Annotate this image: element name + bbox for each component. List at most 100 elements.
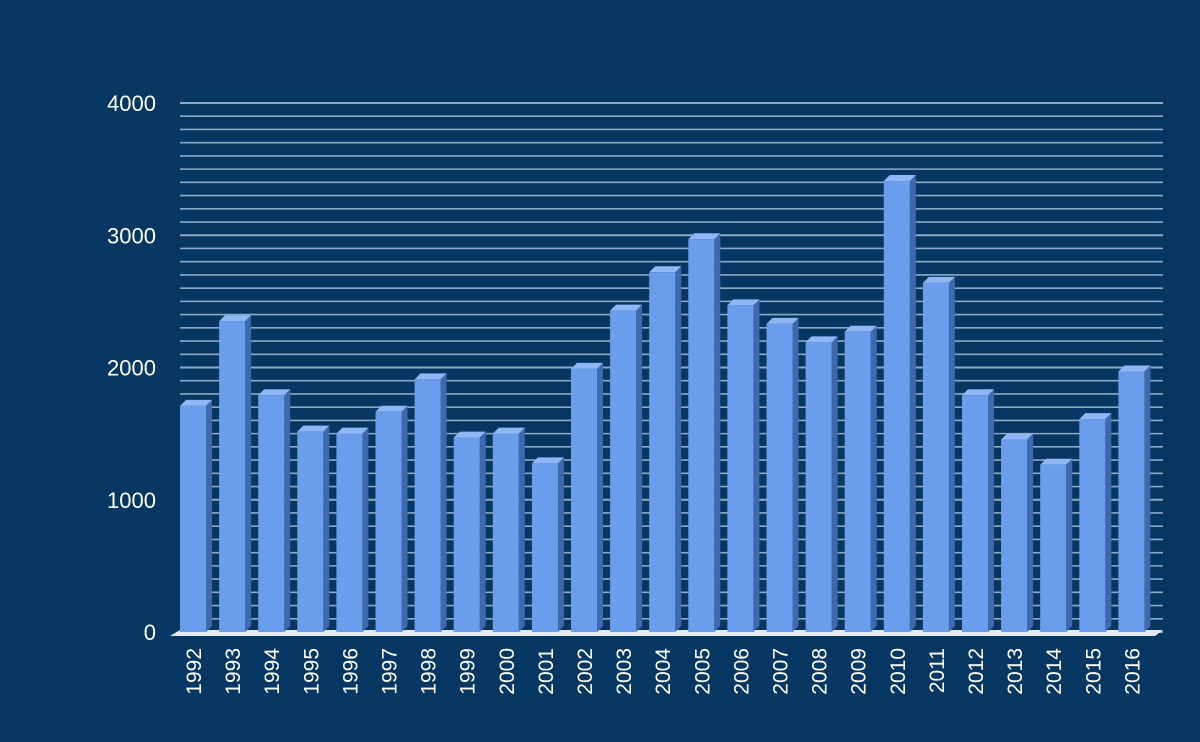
x-category-label: 2001 (535, 648, 558, 695)
bar (649, 266, 682, 632)
bar-front (649, 272, 676, 632)
bar (883, 175, 916, 632)
bar-front (844, 331, 871, 632)
bar-side (479, 431, 486, 632)
x-category-label: 2013 (1004, 648, 1027, 695)
bar-front (766, 323, 793, 632)
bar-side (675, 266, 682, 632)
x-category-label: 2008 (809, 648, 832, 695)
x-category-label: 2003 (613, 648, 636, 695)
bar-side (1027, 433, 1034, 632)
bar-top (922, 276, 955, 283)
bar-top (766, 317, 799, 324)
bar-top (1118, 365, 1151, 372)
x-category-label: 2010 (887, 648, 910, 695)
bar-side (909, 175, 916, 632)
bar-top (219, 315, 252, 322)
bar-top (571, 362, 603, 369)
x-category-label: 2006 (730, 648, 753, 695)
bar-side (988, 389, 994, 632)
bar (1001, 433, 1034, 632)
x-category-label: 2016 (1121, 648, 1144, 695)
bar (375, 405, 408, 632)
x-category-label: 1994 (261, 648, 284, 695)
bar-side (401, 405, 408, 632)
x-category-label: 1997 (379, 648, 402, 695)
bar-side (323, 425, 330, 632)
x-category-label: 2009 (848, 648, 871, 695)
bar-front (453, 437, 480, 632)
x-category-label: 2005 (691, 648, 714, 695)
bar (414, 373, 447, 632)
bar-front (414, 379, 441, 632)
bar-front (336, 433, 363, 632)
bar (962, 389, 994, 632)
x-category-label: 2002 (574, 648, 597, 695)
x-category-label: 2011 (926, 648, 949, 693)
bar-side (1105, 413, 1112, 632)
bar-front (1001, 439, 1028, 632)
bar (219, 315, 252, 632)
bars (180, 175, 1151, 632)
bar-side (792, 317, 799, 632)
bar-top (297, 425, 330, 432)
bar-top (883, 175, 916, 182)
bar (688, 233, 721, 632)
bar-top (688, 233, 721, 240)
bar-top (258, 389, 291, 396)
bar-front (571, 368, 597, 632)
bar (1040, 458, 1073, 632)
bar-side (870, 325, 877, 632)
bar-top (727, 299, 760, 306)
x-category-label: 1995 (300, 648, 323, 695)
bar-top (531, 457, 564, 464)
bar-front (297, 431, 324, 632)
bar-front (219, 321, 246, 632)
x-category-label: 1992 (183, 648, 206, 695)
bar (180, 399, 212, 632)
bar-top (649, 266, 682, 273)
y-tick-label: 1000 (107, 488, 156, 513)
bar-side (597, 362, 603, 632)
bar-front (492, 433, 519, 632)
bar-front (610, 310, 637, 632)
bar (805, 336, 838, 632)
bar-top (844, 325, 877, 332)
bar-top (1040, 458, 1073, 465)
bar (531, 457, 564, 632)
y-tick-label: 0 (144, 620, 156, 645)
bar-side (948, 276, 955, 632)
x-category-label: 1998 (418, 648, 441, 695)
bar-front (805, 342, 832, 632)
y-tick-label: 2000 (107, 356, 156, 381)
bar-side (518, 427, 525, 632)
bar-top (336, 427, 369, 434)
x-category-label: 2014 (1043, 648, 1066, 695)
bar-side (636, 304, 643, 632)
x-axis-category-labels: 1992 1993 1994 1995 1996 1997 1998 1999 2000 2001… (183, 648, 1144, 695)
bar-top (1001, 433, 1034, 440)
x-category-label: 2007 (770, 648, 793, 695)
bar-front (1040, 464, 1067, 632)
y-tick-label: 3000 (107, 223, 156, 248)
bar-side (1144, 365, 1151, 632)
bar-side (831, 336, 838, 632)
bar (1118, 365, 1151, 632)
bar-side (206, 399, 212, 632)
bar-front (180, 405, 206, 632)
x-category-label: 2000 (496, 648, 519, 695)
bar-front (883, 181, 910, 632)
x-category-label: 2012 (965, 648, 988, 695)
bar-front (727, 305, 754, 632)
bar-top (414, 373, 447, 380)
y-axis-tick-labels: 0 1000 2000 3000 4000 (107, 91, 156, 645)
bar (297, 425, 330, 632)
bar (766, 317, 799, 632)
bar (727, 299, 760, 632)
bar (453, 431, 486, 632)
bar-top (962, 389, 994, 396)
bar-top (492, 427, 525, 434)
bar-front (1079, 419, 1106, 632)
bar-side (714, 233, 721, 632)
